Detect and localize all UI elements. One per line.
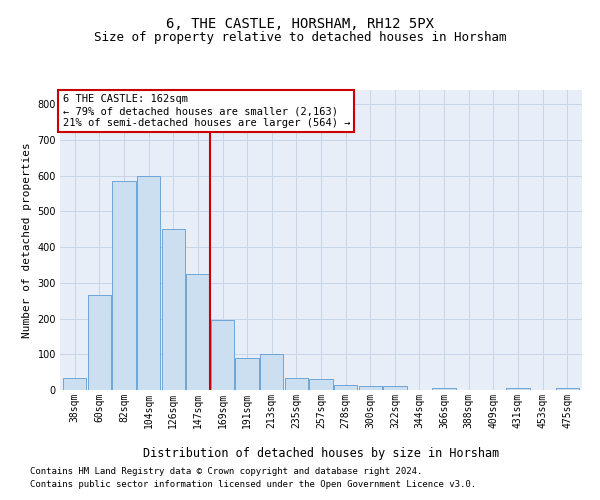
Bar <box>359 386 382 390</box>
Bar <box>211 320 234 390</box>
Bar <box>284 378 308 390</box>
Text: Size of property relative to detached houses in Horsham: Size of property relative to detached ho… <box>94 31 506 44</box>
Bar <box>506 388 530 390</box>
Text: Contains HM Land Registry data © Crown copyright and database right 2024.: Contains HM Land Registry data © Crown c… <box>30 467 422 476</box>
Text: Distribution of detached houses by size in Horsham: Distribution of detached houses by size … <box>143 448 499 460</box>
Bar <box>137 176 160 390</box>
Bar <box>186 274 209 390</box>
Bar <box>383 386 407 390</box>
Bar <box>334 384 358 390</box>
Bar <box>235 358 259 390</box>
Bar <box>63 378 86 390</box>
Y-axis label: Number of detached properties: Number of detached properties <box>22 142 32 338</box>
Bar <box>161 230 185 390</box>
Text: 6, THE CASTLE, HORSHAM, RH12 5PX: 6, THE CASTLE, HORSHAM, RH12 5PX <box>166 18 434 32</box>
Bar <box>260 354 283 390</box>
Text: Contains public sector information licensed under the Open Government Licence v3: Contains public sector information licen… <box>30 480 476 489</box>
Bar <box>112 181 136 390</box>
Bar <box>88 296 111 390</box>
Bar <box>310 380 332 390</box>
Bar <box>433 388 456 390</box>
Text: 6 THE CASTLE: 162sqm
← 79% of detached houses are smaller (2,163)
21% of semi-de: 6 THE CASTLE: 162sqm ← 79% of detached h… <box>62 94 350 128</box>
Bar <box>556 388 579 390</box>
